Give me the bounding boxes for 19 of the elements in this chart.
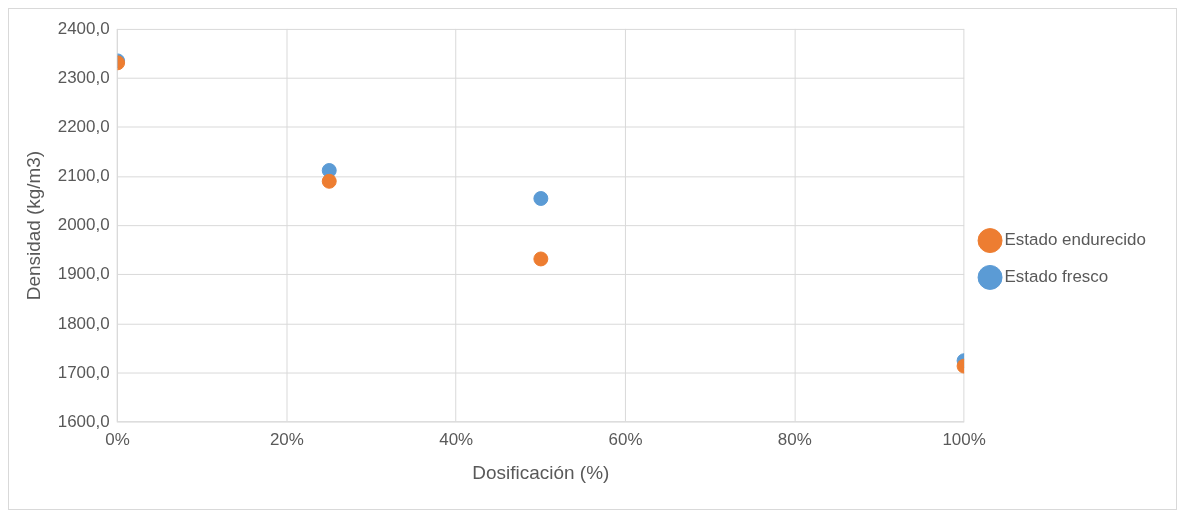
y-tick-label: 2100,0 [57,166,110,186]
x-tick-label: 40% [439,429,474,449]
x-tick-label: 20% [269,429,304,449]
y-tick-label: 2300,0 [57,67,110,87]
x-tick-label: 100% [942,429,986,449]
legend-label: Estado endurecido [1004,230,1146,250]
y-tick-label: 1900,0 [57,264,110,284]
y-tick-label: 2000,0 [57,215,110,235]
x-axis-title: Dosificación (%) [472,461,610,483]
y-tick-label: 2200,0 [57,116,110,136]
y-tick-label: 1700,0 [57,362,110,382]
y-axis-title: Densidad (kg/m3) [22,150,44,301]
x-tick-label: 60% [608,429,643,449]
legend-label: Estado fresco [1004,267,1109,287]
x-tick-label: 80% [777,429,812,449]
y-tick-label: 1800,0 [57,313,110,333]
y-tick-label: 2400,0 [57,18,110,38]
y-tick-label: 1600,0 [57,411,110,431]
x-tick-label: 0% [105,429,130,449]
